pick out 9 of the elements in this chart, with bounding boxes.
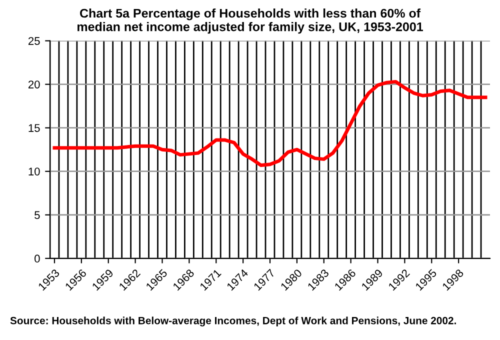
y-tick-label: 10 xyxy=(28,168,40,176)
y-tick-label: 5 xyxy=(34,211,40,220)
chart-title: Chart 5a Percentage of Households with less than 60% of median net income adjusted for family size, UK, 1953-2001 xyxy=(78,8,423,34)
y-tick-label: 20 xyxy=(28,80,40,88)
y-tick-label: 25 xyxy=(28,37,40,45)
y-tick-label: 0 xyxy=(34,254,40,263)
source-note: Source: Households with Below-average Incomes, Dept of Work and Pensions, June 2002. xyxy=(10,316,456,326)
y-tick-label: 15 xyxy=(28,124,40,132)
line-series xyxy=(52,80,488,167)
